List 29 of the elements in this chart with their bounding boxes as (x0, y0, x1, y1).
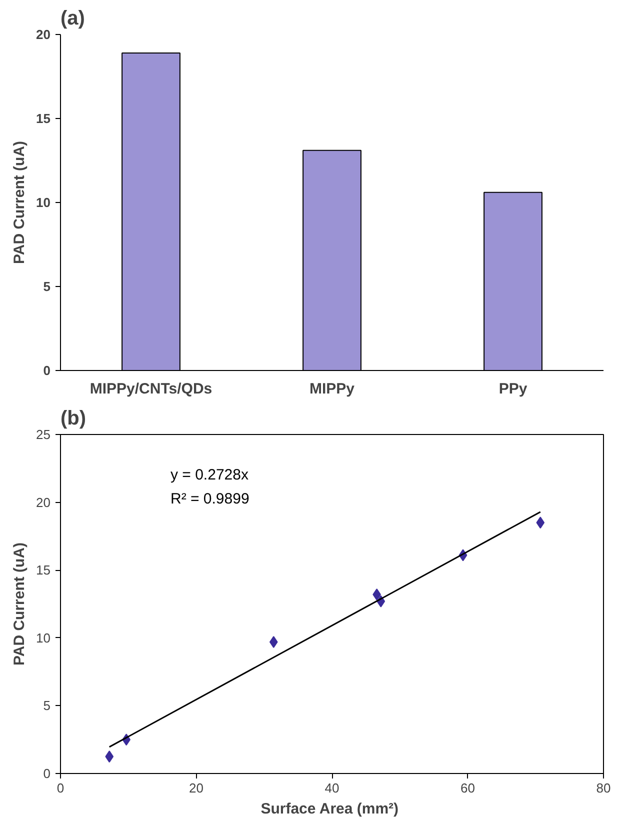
x-axis-title: Surface Area (mm²) (260, 800, 399, 818)
y-tick-label: 0 (43, 766, 51, 781)
point (536, 516, 545, 529)
point (105, 750, 114, 763)
y-tick-label: 10 (36, 195, 51, 210)
x-tick-label: 20 (189, 780, 204, 796)
y-tick-label: 25 (36, 427, 51, 442)
x-tick-label: 60 (460, 780, 475, 796)
annotation: R² = 0.9899 (170, 490, 250, 508)
annotation: y = 0.2728x (170, 466, 249, 484)
y-axis-title: PAD Current (uA) (11, 140, 28, 264)
x-tick-label: MIPPy (309, 380, 356, 398)
x-tick-label: MIPPy/CNTs/QDs (90, 380, 212, 398)
y-tick-label: 10 (36, 630, 51, 646)
x-tick-label: PPy (498, 380, 528, 398)
y-tick-label: 5 (43, 698, 51, 714)
y-tick-label: 0 (43, 363, 51, 378)
y-axis-title: PAD Current (uA) (11, 542, 28, 666)
x-tick-label: 80 (596, 780, 611, 796)
y-tick-label: 15 (36, 111, 51, 126)
y-tick-label: 15 (36, 562, 51, 578)
x-tick-label: 40 (324, 780, 340, 796)
point (269, 636, 278, 648)
y-tick-label: 5 (43, 279, 51, 294)
chart-title: (b) (60, 408, 86, 430)
x-tick-label: 0 (56, 780, 64, 796)
y-tick-label: 20 (36, 27, 51, 42)
y-tick-label: 20 (36, 494, 51, 510)
chart-title: (a) (60, 8, 85, 30)
